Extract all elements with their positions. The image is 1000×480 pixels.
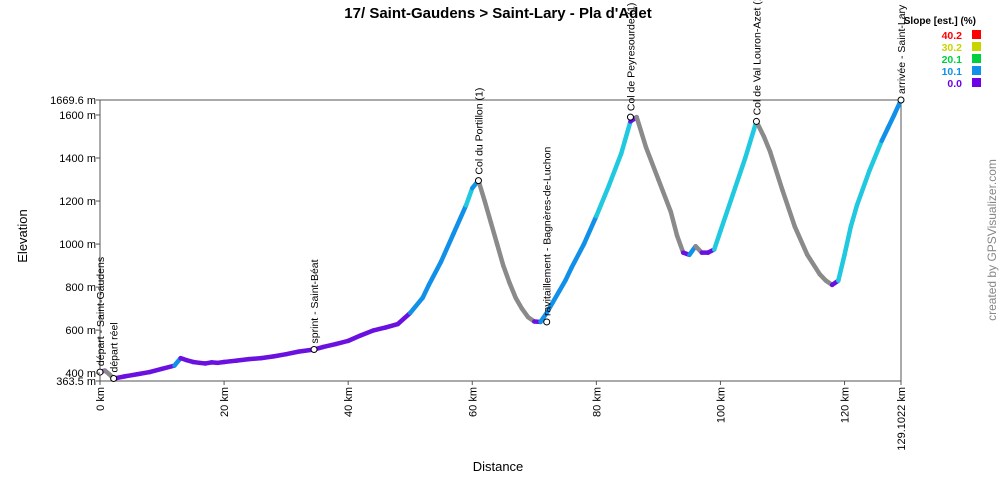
elevation-segment [711,228,723,252]
elevation-segment [407,295,425,316]
x-tick-label: 80 km [591,387,603,417]
poi-label: départ - Saint-Gaudens [95,257,107,366]
poi-label: départ réel [109,322,121,372]
elevation-segment [488,220,500,247]
y-tick-label: 363.5 m [56,376,96,388]
legend-swatch [972,66,981,75]
credit-text: created by GPSVisualizer.com [985,159,999,321]
x-tick-label: 60 km [467,387,479,417]
elevation-segment [718,192,736,234]
poi-label: Col de Peyresourde (1) [625,3,637,112]
slope-legend: Slope [est.] (%) 40.230.220.110.10.0 [904,16,981,90]
elevation-segment [674,233,686,255]
legend-swatch [972,42,981,51]
elevation-segment [842,224,853,258]
elevation-segment [438,231,456,264]
elevation-segment [426,259,444,288]
elevation-series [97,97,904,381]
legend-title: Slope [est.] (%) [904,16,976,27]
y-tick-label: 1600 m [59,110,96,122]
x-axis-label: Distance [473,459,524,474]
legend-swatch [972,54,981,63]
elevation-segment [634,114,649,150]
elevation-segment [594,183,612,219]
elevation-segment [656,177,674,215]
elevation-segment [792,224,810,258]
poi-marker [474,177,482,185]
elevation-segment [780,188,798,230]
y-tick-label: 800 m [65,282,96,294]
legend-swatch [972,30,981,39]
elevation-segment [743,119,759,161]
poi-marker [543,318,551,326]
x-tick-label: 40 km [343,387,355,417]
y-tick-label: 1669.6 m [50,95,96,107]
elevation-segment [854,168,872,208]
elevation-segment [476,178,487,204]
elevation-segment [643,144,661,182]
y-tick-label: 600 m [65,325,96,337]
elevation-segment [569,241,587,270]
x-tick-label: 20 km [219,387,231,417]
elevation-segment [494,241,506,268]
x-tick-label: 120 km [840,387,852,423]
poi-label: arrivée - Saint-Lary [896,4,908,94]
legend-value: 20.1 [942,54,963,66]
poi-marker [96,368,104,376]
plot-area [99,99,902,382]
elevation-segment [867,138,885,174]
elevation-segment [761,134,773,154]
legend-value: 40.2 [942,30,963,42]
poi-label: sprint - Saint-Béat [309,259,321,343]
elevation-segment [451,203,469,236]
x-tick-label: 0 km [95,387,107,411]
legend-value: 30.2 [942,42,963,54]
elevation-segment [879,125,891,144]
y-tick-label: 1400 m [59,153,96,165]
elevation-segment [836,252,847,283]
x-axis-ticks: 0 km 20 km 40 km 60 km 80 km 100 km 120 km 129.… [95,381,908,451]
elevation-segment [606,151,624,189]
y-axis-label: Elevation [15,209,30,262]
poi-label: Col de Val Louron-Azet (1) [751,0,763,115]
elevation-segment [885,112,897,131]
chart-title: 17/ Saint-Gaudens > Saint-Lary - Pla d'A… [344,5,651,22]
elevation-segment [848,203,860,230]
y-tick-label: 1200 m [59,196,96,208]
poi-label: ravitaillement - Bagnères-de-Luchon [542,147,554,316]
y-tick-label: 1000 m [59,239,96,251]
poi-marker [310,345,318,353]
elevation-segment [482,198,494,225]
elevation-segment [420,282,432,301]
poi-marker [626,113,634,121]
poi-marker [752,117,760,125]
elevation-segment [668,209,680,238]
legend-swatch [972,78,981,87]
elevation-segment [501,263,512,286]
poi-marker [897,96,905,104]
plot-frame [99,99,902,382]
elevation-segment [767,149,785,193]
poi-label: Col du Portillon (1) [473,88,485,175]
elevation-segment [395,310,413,327]
elevation-segment [581,213,599,247]
elevation-segment [463,185,475,208]
elevation-segment [618,119,633,156]
x-tick-label: 100 km [715,387,727,423]
legend-value: 10.1 [942,66,963,78]
elevation-segment [730,155,748,197]
x-tick-label: 129.1022 km [896,387,908,451]
elevation-segment [805,252,822,277]
elevation-segment [507,280,518,301]
poi-marker [110,375,118,383]
elevation-segment [345,333,363,344]
legend-value: 0.0 [947,78,962,90]
points-of-interest: départ - Saint-Gaudens départ réel sprint … [95,0,908,383]
y-tick-label: 400 m [65,368,96,380]
elevation-segment [563,265,574,283]
